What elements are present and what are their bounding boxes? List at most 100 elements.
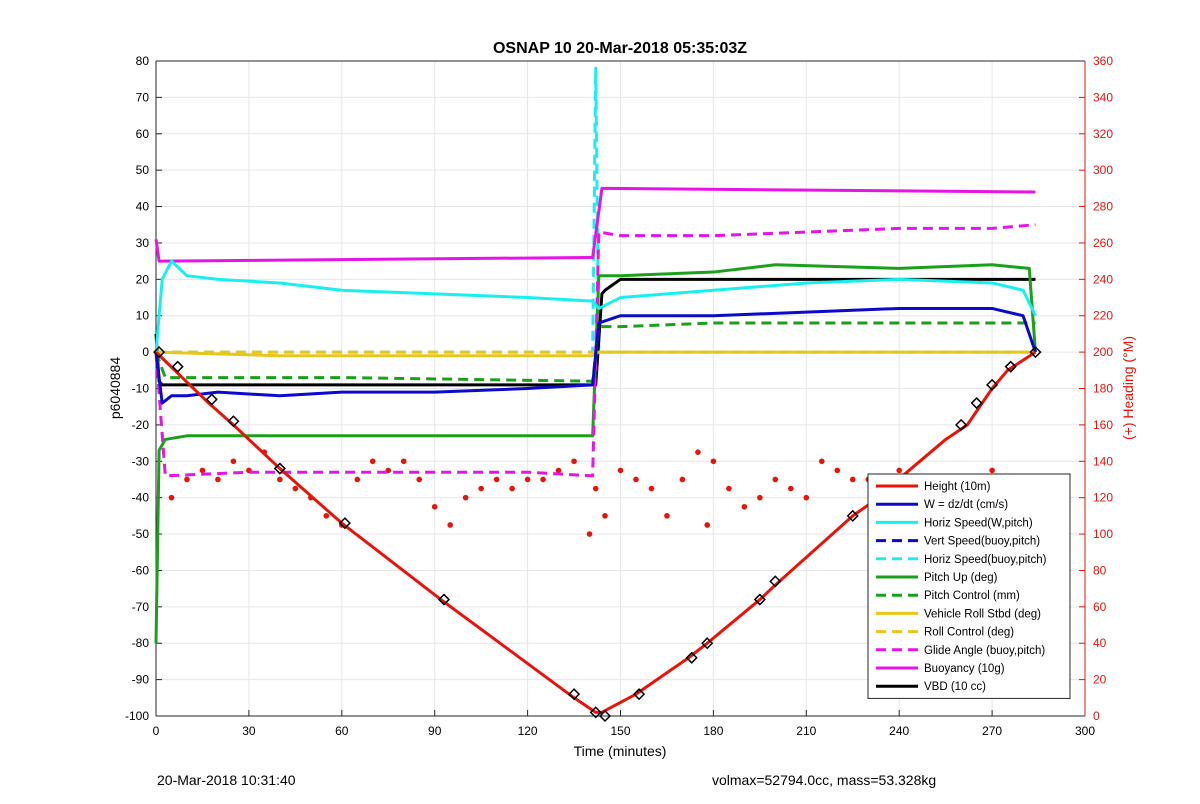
y-tick-label-left: -50	[132, 527, 150, 541]
x-tick-label: 180	[703, 724, 723, 738]
y-tick-label-right: 220	[1093, 309, 1113, 323]
heading-point	[592, 485, 599, 492]
y-tick-label-left: 80	[136, 54, 150, 68]
y-axis-label-right: (+) Heading (°M)	[1120, 336, 1136, 440]
heading-point	[818, 458, 825, 465]
height-marker	[701, 637, 714, 650]
y-tick-label-left: 50	[136, 163, 150, 177]
heading-point	[710, 458, 717, 465]
height-marker	[986, 378, 999, 391]
height-marker	[171, 360, 184, 373]
height-marker	[753, 593, 766, 606]
height-marker	[633, 688, 646, 701]
heading-point	[447, 522, 453, 528]
heading-point	[695, 449, 701, 455]
y-tick-label-left: 40	[136, 200, 150, 214]
height-marker	[1004, 360, 1017, 373]
x-tick-label: 300	[1075, 724, 1095, 738]
heading-point	[184, 476, 190, 483]
height-marker	[589, 706, 602, 719]
heading-point	[215, 476, 221, 483]
heading-point	[431, 503, 438, 510]
y-tick-label-right: 100	[1093, 527, 1113, 541]
heading-point	[788, 485, 794, 492]
x-tick-label: 240	[889, 724, 909, 738]
y-tick-label-left: 70	[136, 90, 150, 104]
plot-area: 0 30 60 90 120 150 180 210 240 270 300807060504030…	[125, 54, 1113, 738]
y-tick-label-left: -20	[132, 418, 150, 432]
heading-point	[416, 476, 423, 483]
footer-mass-info: volmax=52794.0cc, mass=53.328kg	[712, 772, 937, 788]
heading-point	[400, 458, 407, 465]
x-tick-label: 0	[153, 724, 160, 738]
heading-point	[555, 467, 562, 474]
heading-point	[633, 476, 639, 483]
height-marker	[685, 651, 698, 664]
legend-box	[867, 473, 1071, 699]
x-tick-label: 120	[518, 724, 538, 738]
y-tick-label-right: 180	[1093, 382, 1113, 396]
x-axis-label: Time (minutes)	[574, 743, 667, 759]
x-tick-label: 30	[242, 724, 256, 738]
legend-entry: Height (10m)	[924, 481, 991, 493]
y-tick-label-left: 20	[136, 272, 150, 286]
heading-point	[726, 485, 732, 492]
x-tick-label: 60	[335, 724, 349, 738]
heading-point	[292, 485, 299, 492]
y-tick-label-right: 260	[1093, 236, 1113, 250]
y-tick-label-left: 30	[136, 236, 150, 250]
y-tick-label-right: 340	[1093, 90, 1113, 104]
legend-entry: Glide Angle (buoy,pitch)	[924, 645, 1045, 657]
heading-point	[834, 467, 841, 474]
heading-point	[168, 494, 175, 501]
heading-point	[478, 485, 484, 492]
chart-title: OSNAP 10 20-Mar-2018 05:35:03Z	[493, 40, 747, 57]
footer-timestamp: 20-Mar-2018 10:31:40	[157, 772, 296, 788]
legend-entry: Buoyancy (10g)	[924, 663, 1005, 675]
height-marker	[567, 688, 581, 701]
legend-entry: VBD (10 cc)	[924, 681, 986, 693]
legend-entry: Vert Speed(buoy,pitch)	[924, 536, 1040, 548]
heading-point	[462, 494, 469, 501]
y-tick-label-right: 60	[1093, 600, 1107, 614]
heading-point	[277, 476, 283, 483]
heading-point	[803, 494, 810, 501]
y-tick-label-right: 300	[1093, 163, 1113, 177]
y-tick-label-right: 160	[1093, 418, 1113, 432]
legend-entry: Roll Control (deg)	[924, 627, 1014, 639]
heading-point	[617, 467, 624, 474]
heading-point	[230, 458, 237, 465]
height-marker	[846, 509, 859, 522]
heading-point	[989, 467, 995, 474]
heading-point	[586, 531, 593, 537]
heading-point	[571, 458, 577, 465]
heading-point	[849, 476, 856, 483]
height-marker	[955, 418, 968, 431]
y-tick-label-left: 0	[142, 345, 149, 359]
y-tick-label-left: -70	[132, 600, 150, 614]
y-tick-label-left: 10	[136, 309, 150, 323]
height-marker	[153, 346, 166, 359]
series-buoyancy-10g	[154, 186, 1036, 263]
x-tick-label: 90	[428, 724, 442, 738]
y-tick-label-right: 80	[1093, 563, 1107, 577]
y-tick-label-right: 20	[1093, 673, 1107, 687]
heading-point	[896, 467, 902, 474]
legend-entry: Pitch Up (deg)	[924, 572, 998, 584]
heading-point	[664, 513, 670, 519]
series-pitch-control-mm	[154, 321, 1036, 383]
height-marker	[227, 415, 240, 428]
heading-point	[369, 458, 376, 465]
y-tick-label-right: 240	[1093, 272, 1113, 286]
heading-point	[540, 476, 546, 483]
legend-entry: Horiz Speed(buoy,pitch)	[924, 554, 1047, 566]
height-marker	[598, 709, 612, 723]
series-w-dz-dt-cm-s	[154, 306, 1037, 405]
y-tick-label-left: -100	[125, 709, 149, 723]
height-marker	[273, 462, 286, 475]
y-tick-label-left: -40	[132, 491, 150, 505]
x-tick-label: 270	[982, 724, 1002, 738]
height-marker	[970, 396, 983, 410]
heading-point	[323, 513, 330, 519]
